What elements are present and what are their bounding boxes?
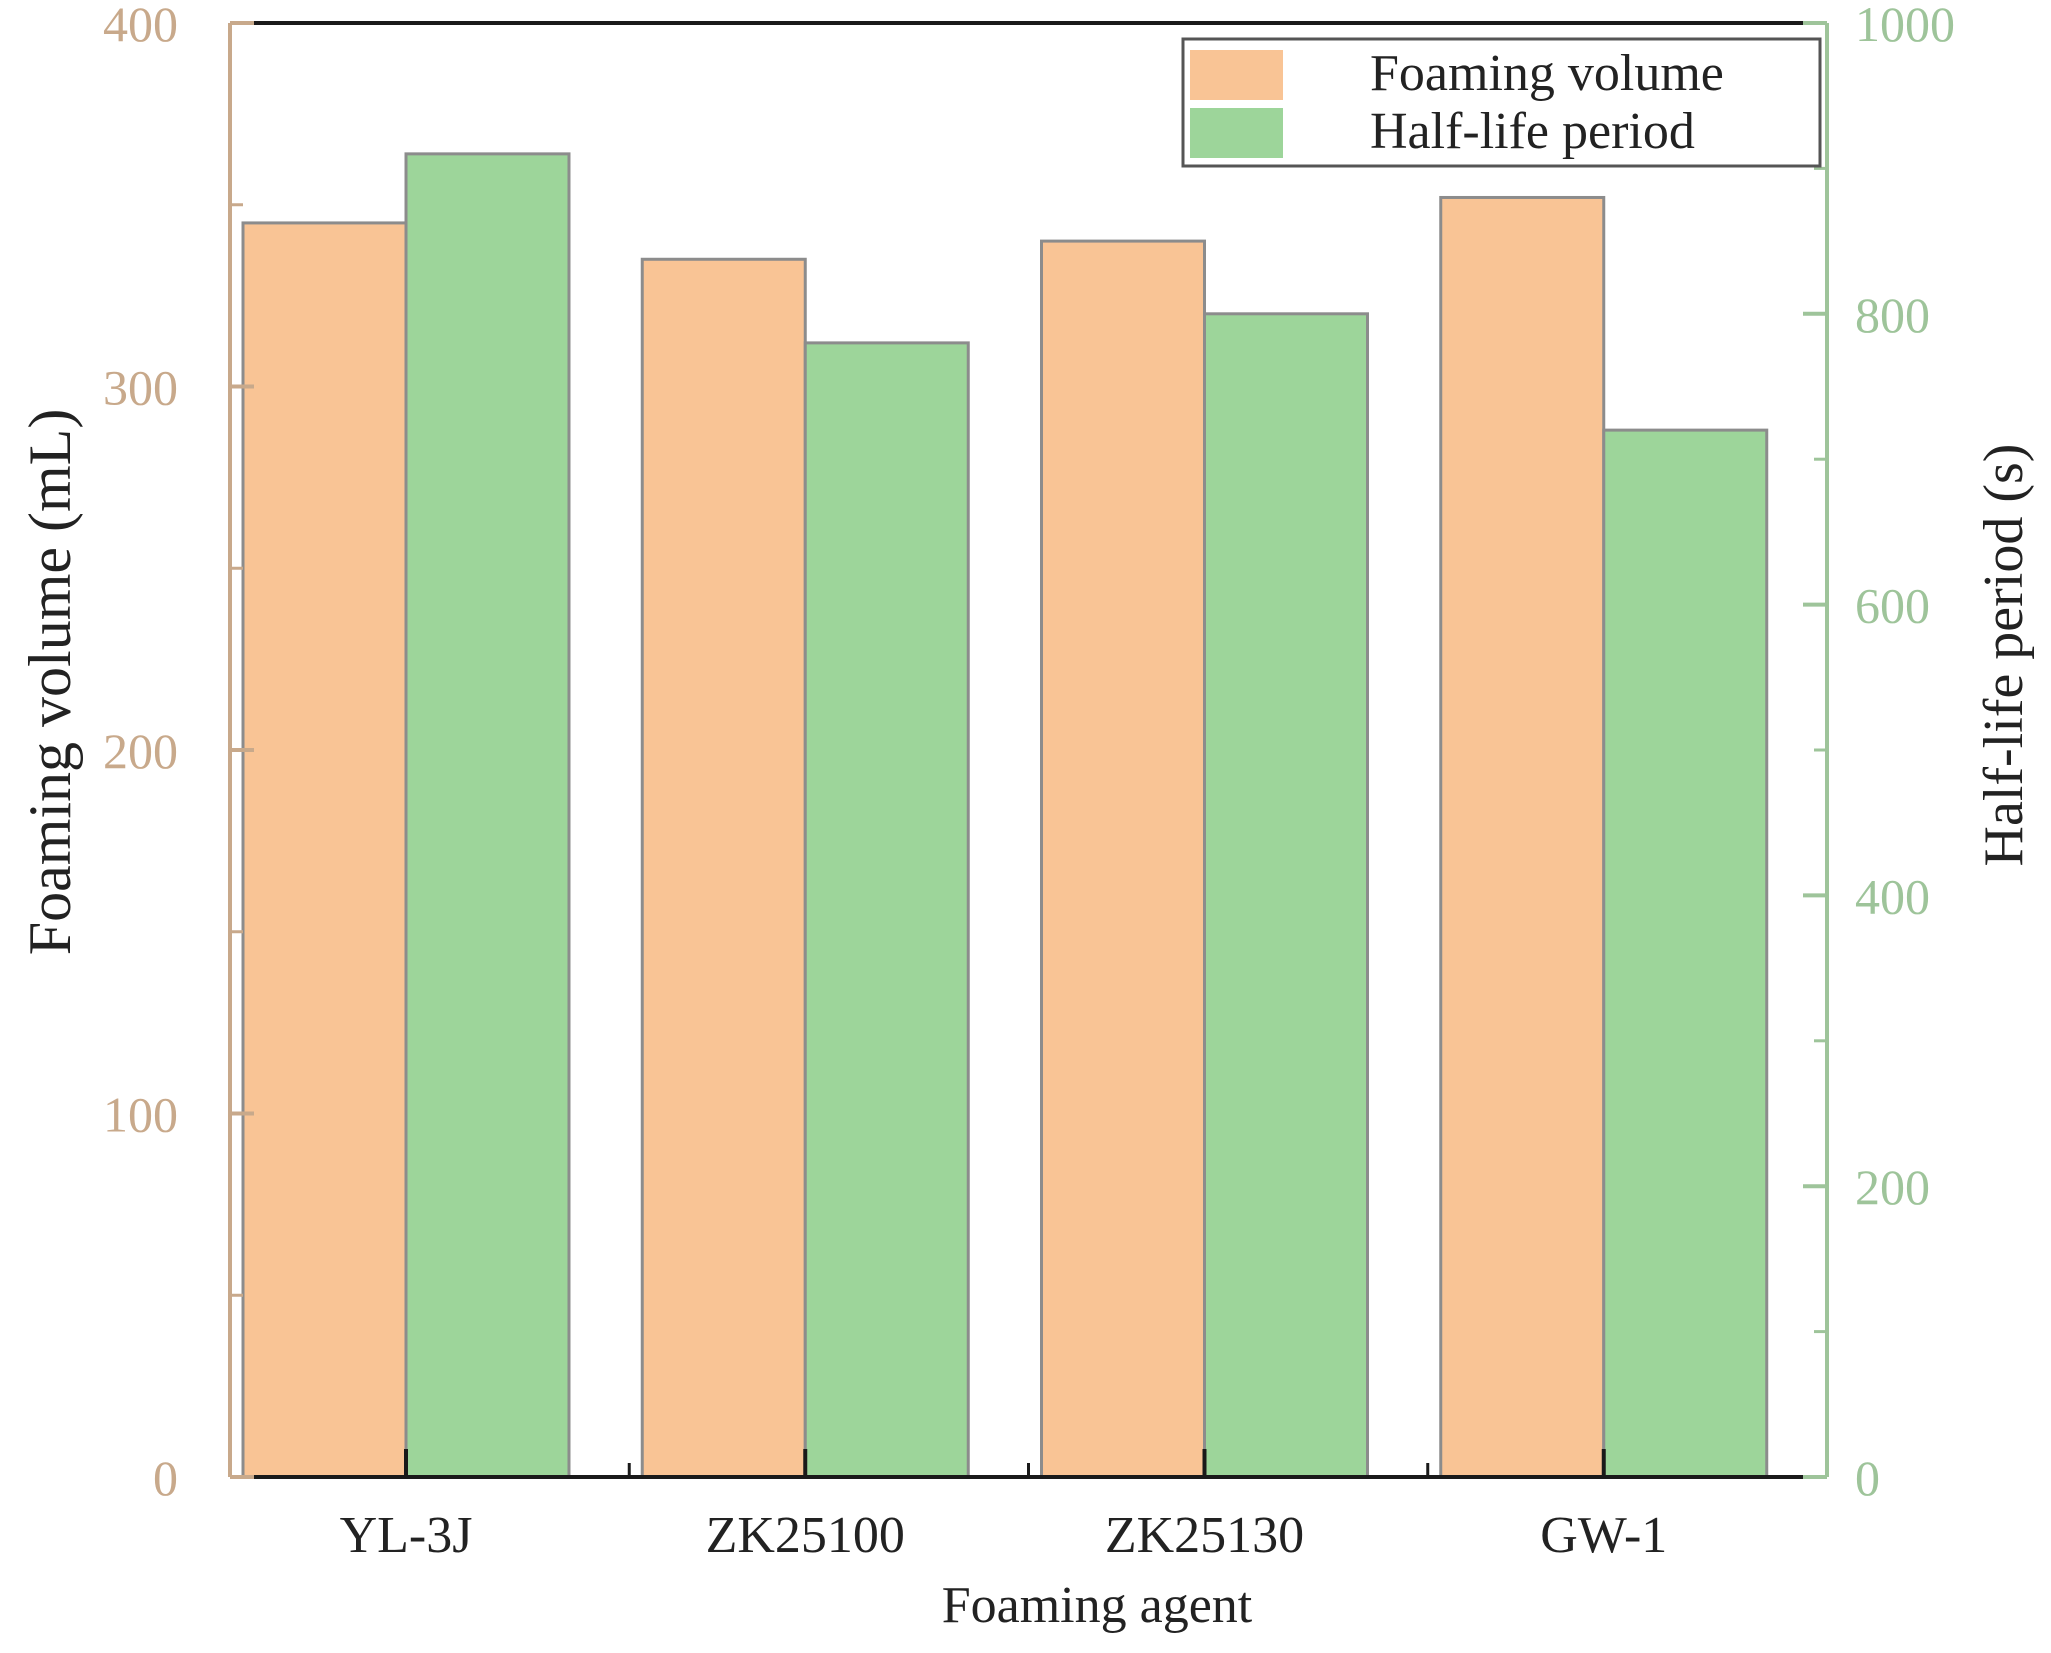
bar-half-life-period-zk25130 — [1203, 312, 1369, 1479]
legend-swatch-foaming-volume — [1190, 50, 1283, 100]
left-y-tick-label: 400 — [103, 0, 178, 52]
bar-foaming-volume-gw-1 — [1439, 195, 1606, 1479]
bar-foaming-volume-zk25130 — [1040, 239, 1206, 1479]
left-y-tick-label: 300 — [103, 360, 178, 416]
bar-half-life-period-zk25100 — [803, 341, 970, 1479]
right-y-axis-title: Half-life period (s) — [1973, 444, 2035, 867]
bar-foaming-volume-zk25100 — [640, 257, 807, 1479]
right-y-tick-label: 800 — [1855, 287, 1930, 343]
x-tick-label-zk25130: ZK25130 — [1105, 1507, 1304, 1564]
right-y-tick-label: 0 — [1855, 1450, 1880, 1506]
plot-area: YL-3J ZK25100 ZK25130 GW-1 0 100 200 300 400 0 200… — [103, 0, 1955, 1564]
left-y-tick-label: 200 — [103, 723, 178, 779]
left-y-tick-label: 0 — [153, 1450, 178, 1506]
legend-label-half-life-period: Half-life period — [1370, 103, 1695, 160]
x-axis-title: Foaming agent — [942, 1577, 1253, 1634]
legend-label-foaming-volume: Foaming volume — [1370, 45, 1724, 102]
right-y-tick-label: 400 — [1855, 868, 1930, 924]
right-y-tick-label: 1000 — [1855, 0, 1955, 52]
legend-frame — [1181, 37, 1822, 168]
x-tick-label-gw-1: GW-1 — [1540, 1507, 1667, 1564]
left-y-tick-label: 100 — [103, 1087, 178, 1143]
left-y-axis-title: Foaming volume (mL) — [17, 409, 83, 956]
x-tick-label-yl-3j: YL-3J — [340, 1507, 473, 1564]
x-tick-label-zk25100: ZK25100 — [706, 1507, 905, 1564]
bar-half-life-period-gw-1 — [1602, 428, 1769, 1479]
legend-swatch-half-life-period — [1190, 108, 1283, 158]
bar-half-life-period-yl-3j — [404, 152, 571, 1479]
bar-foaming-volume-yl-3j — [241, 221, 408, 1479]
right-y-tick-label: 200 — [1855, 1159, 1930, 1215]
legend: Foaming volume Half-life period — [1181, 37, 1822, 168]
right-y-tick-label: 600 — [1855, 578, 1930, 634]
